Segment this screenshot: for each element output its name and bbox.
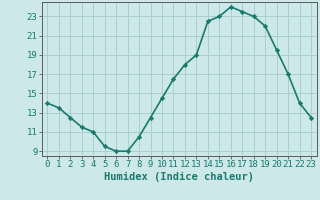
X-axis label: Humidex (Indice chaleur): Humidex (Indice chaleur) [104, 172, 254, 182]
